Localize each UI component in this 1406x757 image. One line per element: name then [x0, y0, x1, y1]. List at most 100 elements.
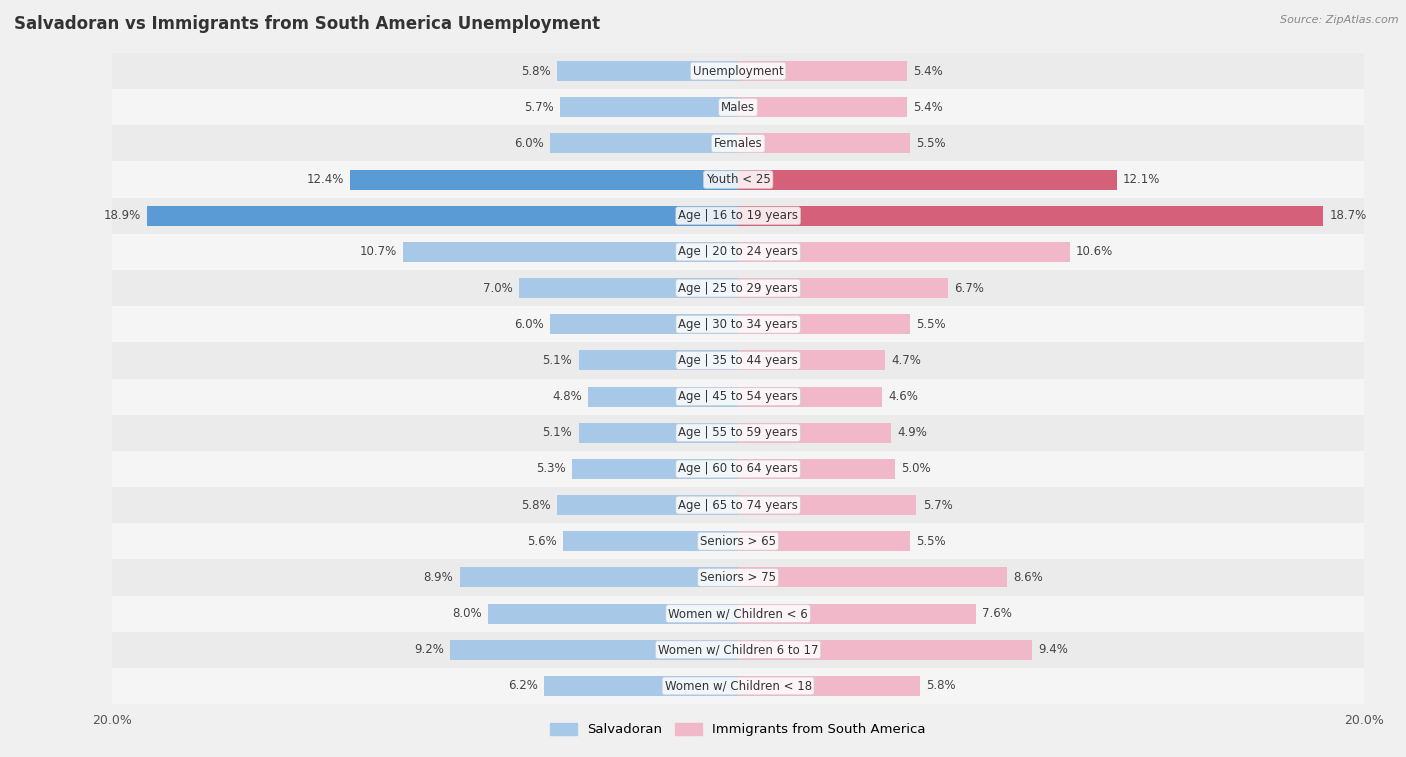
Text: 5.3%: 5.3%	[537, 463, 567, 475]
Bar	[562, 531, 738, 551]
Bar	[560, 98, 738, 117]
Text: 18.7%: 18.7%	[1330, 209, 1367, 223]
Bar	[112, 378, 1364, 415]
Text: Salvadoran vs Immigrants from South America Unemployment: Salvadoran vs Immigrants from South Amer…	[14, 15, 600, 33]
Text: 5.7%: 5.7%	[524, 101, 554, 114]
Bar	[450, 640, 738, 659]
Bar	[112, 631, 1364, 668]
Bar	[112, 270, 1364, 306]
Bar	[738, 531, 910, 551]
Bar	[557, 495, 738, 515]
Text: 6.0%: 6.0%	[515, 318, 544, 331]
Bar	[738, 278, 948, 298]
Bar	[404, 242, 738, 262]
Bar	[112, 126, 1364, 161]
Text: 7.0%: 7.0%	[484, 282, 513, 294]
Bar	[112, 451, 1364, 487]
Text: Women w/ Children < 18: Women w/ Children < 18	[665, 680, 811, 693]
Bar	[738, 170, 1116, 189]
Bar	[738, 423, 891, 443]
Text: Source: ZipAtlas.com: Source: ZipAtlas.com	[1281, 15, 1399, 25]
Bar	[112, 342, 1364, 378]
Text: 5.6%: 5.6%	[527, 534, 557, 548]
Bar	[112, 596, 1364, 631]
Text: 5.7%: 5.7%	[922, 499, 952, 512]
Text: 8.0%: 8.0%	[451, 607, 482, 620]
Text: Males: Males	[721, 101, 755, 114]
Bar	[738, 459, 894, 479]
Bar	[350, 170, 738, 189]
Bar	[550, 133, 738, 154]
Bar	[572, 459, 738, 479]
Bar	[738, 98, 907, 117]
Text: 5.5%: 5.5%	[917, 534, 946, 548]
Bar	[738, 568, 1007, 587]
Text: 5.8%: 5.8%	[520, 499, 550, 512]
Text: 5.5%: 5.5%	[917, 137, 946, 150]
Text: Youth < 25: Youth < 25	[706, 173, 770, 186]
Text: 18.9%: 18.9%	[104, 209, 141, 223]
Text: Age | 25 to 29 years: Age | 25 to 29 years	[678, 282, 799, 294]
Text: 4.7%: 4.7%	[891, 354, 921, 367]
Bar	[738, 206, 1323, 226]
Bar	[112, 89, 1364, 126]
Bar	[557, 61, 738, 81]
Text: 12.4%: 12.4%	[307, 173, 344, 186]
Bar	[112, 234, 1364, 270]
Text: 9.4%: 9.4%	[1039, 643, 1069, 656]
Text: 10.7%: 10.7%	[360, 245, 396, 258]
Bar	[550, 314, 738, 334]
Bar	[579, 350, 738, 370]
Text: Age | 55 to 59 years: Age | 55 to 59 years	[678, 426, 799, 439]
Text: 6.7%: 6.7%	[955, 282, 984, 294]
Bar	[112, 523, 1364, 559]
Text: Age | 16 to 19 years: Age | 16 to 19 years	[678, 209, 799, 223]
Text: 5.1%: 5.1%	[543, 426, 572, 439]
Text: Age | 20 to 24 years: Age | 20 to 24 years	[678, 245, 799, 258]
Bar	[738, 387, 882, 407]
Text: 5.8%: 5.8%	[927, 680, 956, 693]
Text: 4.6%: 4.6%	[889, 390, 918, 403]
Bar	[488, 603, 738, 624]
Text: Age | 45 to 54 years: Age | 45 to 54 years	[678, 390, 799, 403]
Text: Age | 60 to 64 years: Age | 60 to 64 years	[678, 463, 799, 475]
Text: 4.9%: 4.9%	[897, 426, 928, 439]
Text: Seniors > 65: Seniors > 65	[700, 534, 776, 548]
Text: 5.8%: 5.8%	[520, 64, 550, 77]
Bar	[588, 387, 738, 407]
Bar	[738, 676, 920, 696]
Bar	[519, 278, 738, 298]
Bar	[112, 53, 1364, 89]
Text: 4.8%: 4.8%	[553, 390, 582, 403]
Bar	[112, 306, 1364, 342]
Text: 10.6%: 10.6%	[1076, 245, 1114, 258]
Bar	[112, 198, 1364, 234]
Bar	[112, 161, 1364, 198]
Bar	[738, 133, 910, 154]
Text: 9.2%: 9.2%	[415, 643, 444, 656]
Text: 7.6%: 7.6%	[983, 607, 1012, 620]
Text: Unemployment: Unemployment	[693, 64, 783, 77]
Text: 8.9%: 8.9%	[423, 571, 454, 584]
Text: Women w/ Children < 6: Women w/ Children < 6	[668, 607, 808, 620]
Legend: Salvadoran, Immigrants from South America: Salvadoran, Immigrants from South Americ…	[550, 723, 927, 737]
Bar	[460, 568, 738, 587]
Bar	[738, 640, 1032, 659]
Text: Women w/ Children 6 to 17: Women w/ Children 6 to 17	[658, 643, 818, 656]
Bar	[738, 242, 1070, 262]
Bar	[738, 61, 907, 81]
Text: Age | 35 to 44 years: Age | 35 to 44 years	[678, 354, 799, 367]
Text: 5.1%: 5.1%	[543, 354, 572, 367]
Bar	[738, 495, 917, 515]
Text: 6.0%: 6.0%	[515, 137, 544, 150]
Text: Seniors > 75: Seniors > 75	[700, 571, 776, 584]
Bar	[112, 668, 1364, 704]
Text: 8.6%: 8.6%	[1014, 571, 1043, 584]
Bar	[738, 350, 886, 370]
Text: 6.2%: 6.2%	[508, 680, 538, 693]
Text: Age | 65 to 74 years: Age | 65 to 74 years	[678, 499, 799, 512]
Bar	[112, 487, 1364, 523]
Text: 5.5%: 5.5%	[917, 318, 946, 331]
Text: Age | 30 to 34 years: Age | 30 to 34 years	[678, 318, 799, 331]
Bar	[579, 423, 738, 443]
